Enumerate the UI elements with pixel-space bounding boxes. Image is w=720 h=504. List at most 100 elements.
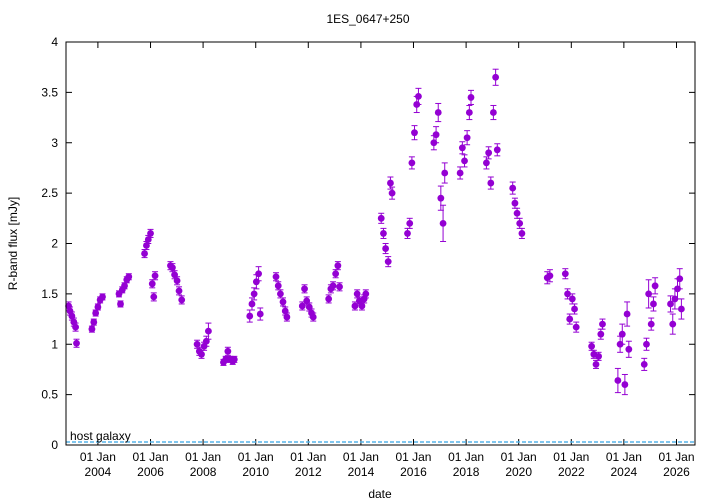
data-point [224, 347, 232, 355]
data-point [513, 209, 521, 217]
y-tick-label: 0.5 [41, 388, 58, 402]
data-point [147, 230, 154, 237]
data-point [150, 293, 158, 301]
data-point [643, 340, 650, 348]
data-point [169, 264, 176, 272]
data-point [463, 134, 471, 142]
data-point [465, 109, 473, 116]
data-point [94, 303, 102, 311]
data-point [677, 305, 685, 313]
data-point [362, 290, 370, 298]
x-axis-label: date [368, 487, 392, 501]
data-point [72, 323, 79, 331]
data-point [493, 146, 501, 154]
y-tick-label: 3.5 [41, 85, 58, 99]
data-point [669, 320, 677, 328]
x-tick-label: 01 Jan [80, 450, 116, 464]
data-point [255, 270, 263, 278]
data-point [336, 283, 343, 291]
data-point [432, 131, 440, 139]
x-tick-label: 01 Jan [606, 450, 642, 464]
data-point [298, 302, 306, 310]
data-point [193, 340, 201, 348]
data-point [411, 129, 418, 137]
x-tick-year: 2020 [505, 465, 532, 479]
data-point [676, 275, 684, 283]
data-point [117, 300, 124, 308]
data-point [388, 189, 396, 197]
data-point [141, 250, 148, 257]
data-point [222, 355, 230, 363]
data-points [65, 68, 685, 396]
data-point [309, 313, 317, 321]
data-point [516, 219, 524, 227]
data-point [625, 345, 633, 353]
data-point [437, 194, 445, 202]
data-point [439, 219, 447, 227]
data-point [73, 339, 80, 347]
data-point [651, 282, 659, 290]
x-tick-year: 2024 [611, 465, 638, 479]
data-point [380, 230, 387, 237]
data-point [404, 230, 411, 237]
data-point [256, 310, 264, 318]
x-tick-label: 01 Jan [343, 450, 379, 464]
data-point [230, 355, 238, 363]
chart-title: 1ES_0647+250 [326, 12, 409, 26]
y-axis-label: R-band flux [mJy] [6, 197, 20, 290]
x-tick-year: 2006 [137, 465, 164, 479]
data-point [175, 287, 183, 295]
data-point [572, 323, 580, 331]
y-axis-ticks: 0 0.5 1 1.5 2 2.5 3 3.5 4 [41, 35, 695, 452]
data-point [571, 305, 578, 313]
data-point [595, 352, 602, 360]
data-point [592, 361, 600, 368]
x-tick-year: 2022 [558, 465, 585, 479]
data-point [483, 159, 490, 167]
data-point [487, 179, 495, 187]
data-point [277, 290, 284, 298]
data-point [485, 149, 493, 157]
data-point [99, 293, 106, 301]
data-point [151, 272, 159, 280]
data-point [667, 300, 674, 308]
data-point [329, 282, 337, 290]
data-point [250, 290, 258, 298]
data-point [325, 295, 333, 303]
data-point [387, 179, 394, 187]
data-point [88, 325, 96, 333]
data-point [205, 327, 212, 335]
x-tick-year: 2026 [663, 465, 690, 479]
data-point [121, 282, 128, 290]
data-point [467, 94, 475, 101]
data-point [618, 330, 626, 338]
y-tick-label: 3 [51, 136, 58, 150]
data-point [198, 350, 205, 358]
data-point [599, 320, 606, 328]
x-tick-label: 01 Jan [553, 450, 589, 464]
data-point [90, 318, 98, 326]
data-point [274, 282, 282, 290]
data-point [272, 273, 280, 281]
data-point [511, 199, 519, 207]
x-tick-label: 01 Jan [658, 450, 694, 464]
data-point [441, 169, 449, 177]
x-tick-label: 01 Jan [395, 450, 431, 464]
data-point [588, 342, 596, 350]
data-point [279, 298, 287, 306]
y-tick-label: 0 [51, 438, 58, 452]
data-point [384, 258, 392, 266]
data-point [640, 361, 648, 368]
data-point [173, 277, 181, 285]
data-point [461, 157, 468, 165]
data-point [564, 290, 571, 298]
x-tick-label: 01 Jan [501, 450, 537, 464]
x-tick-label: 01 Jan [133, 450, 169, 464]
data-point [377, 214, 385, 222]
data-point [650, 300, 657, 308]
data-point [645, 290, 653, 298]
x-tick-year: 2008 [190, 465, 217, 479]
y-tick-label: 4 [51, 35, 58, 49]
